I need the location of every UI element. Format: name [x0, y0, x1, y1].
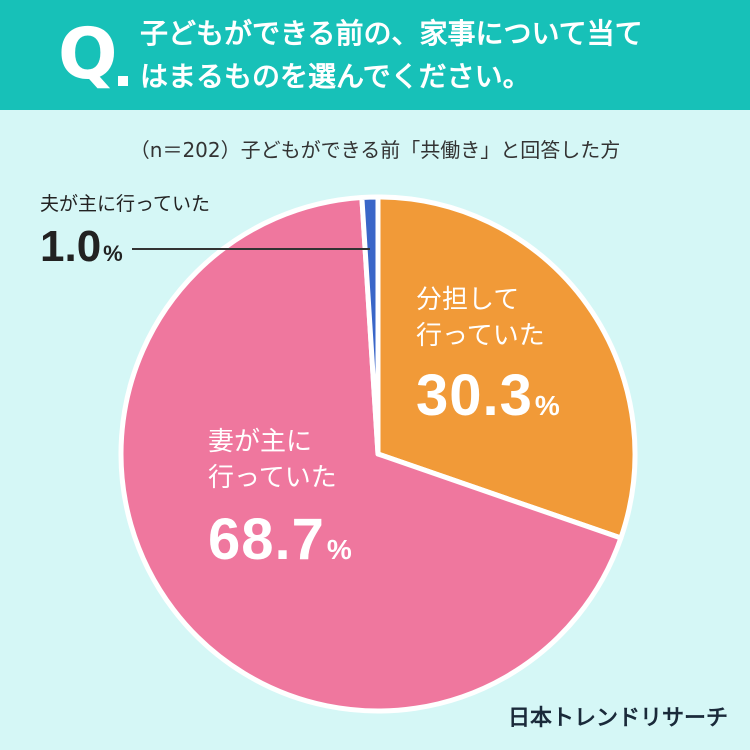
shared-value-label: 30.3%: [416, 364, 561, 438]
wife-label-line-2: 行っていた: [208, 463, 337, 493]
pie-slice-wife: [118, 195, 624, 714]
shared-value: 30.3: [416, 363, 533, 428]
q-dot: [118, 76, 128, 86]
wife-value: 68.7: [208, 507, 325, 572]
chart-subtitle: （n＝202）子どもができる前「共働き」と回答した方: [129, 138, 621, 162]
pie-slices: [118, 194, 638, 714]
husband-value: 1.0: [40, 222, 102, 271]
pie-slice-husband: [359, 194, 381, 457]
husband-value-label: 1.0%: [40, 222, 123, 279]
shared-label-line-1: 分担して: [416, 285, 520, 315]
husband-unit: %: [103, 241, 123, 266]
q-mark: Q: [58, 13, 118, 95]
wife-label-line-1: 妻が主に: [208, 427, 313, 457]
husband-slice-label: 夫が主に行っていた: [40, 193, 211, 215]
wife-slice-label: 妻が主に 行っていた 68.7%: [208, 424, 353, 582]
wife-value-label: 68.7%: [208, 508, 353, 582]
brand-logo: 日本トレンドリサーチ: [507, 706, 728, 731]
shared-label-line-2: 行っていた: [416, 321, 545, 351]
question-line-1: 子どもができる前の、家事について当て: [140, 17, 643, 50]
question-header: Q 子どもができる前の、家事について当て はまるものを選んでください。: [0, 0, 750, 110]
pie-slice-shared: [375, 194, 638, 541]
shared-slice-label: 分担して 行っていた 30.3%: [416, 282, 561, 438]
question-text: 子どもができる前の、家事について当て はまるものを選んでください。: [140, 12, 720, 98]
shared-unit: %: [534, 390, 561, 421]
question-line-2: はまるものを選んでください。: [140, 60, 531, 93]
wife-unit: %: [326, 534, 353, 565]
